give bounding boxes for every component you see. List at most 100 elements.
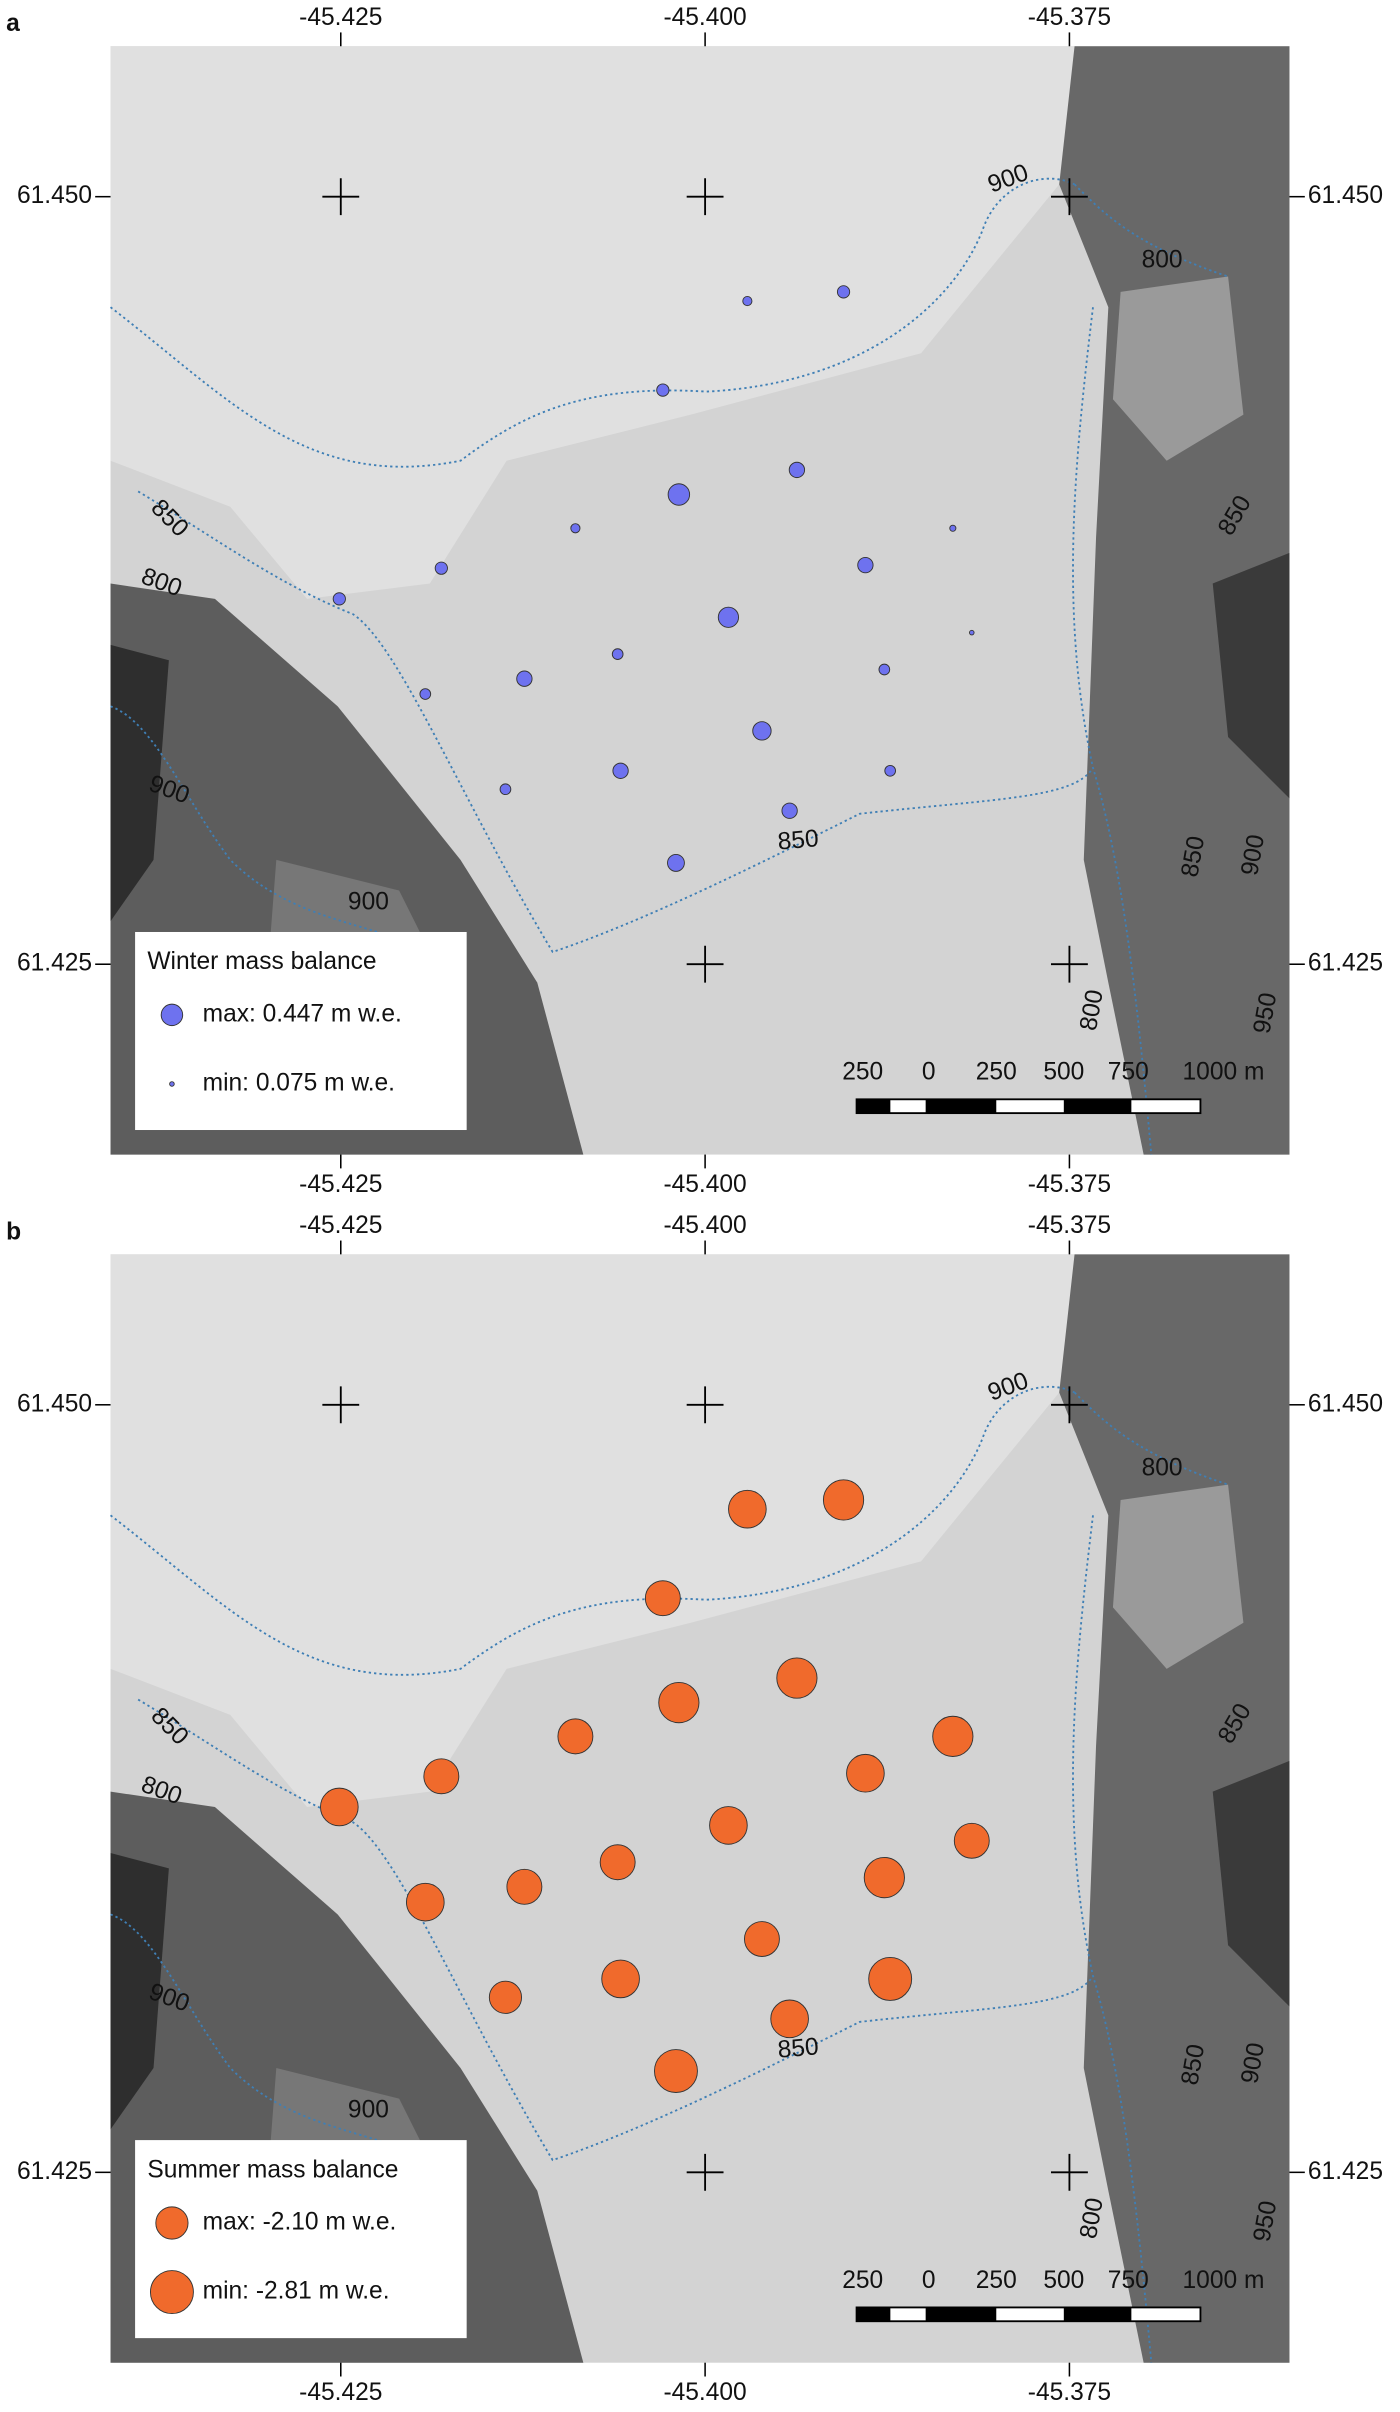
grid-cross bbox=[686, 1386, 724, 1424]
panel-label: a bbox=[6, 10, 20, 37]
y-tick-label: 61.425 bbox=[1308, 2158, 1383, 2185]
stake-point bbox=[846, 1753, 885, 1793]
x-tick-label: -45.425 bbox=[299, 4, 382, 31]
legend-title: Winter mass balance bbox=[147, 948, 376, 975]
x-tick-label: -45.375 bbox=[1028, 2379, 1111, 2406]
legend-symbol bbox=[169, 1081, 175, 1087]
scale-label: 750 bbox=[1108, 2267, 1149, 2294]
stake-point bbox=[770, 1999, 809, 2039]
scale-label: 250 bbox=[976, 2267, 1017, 2294]
stake-point bbox=[863, 1857, 905, 1899]
stake-point bbox=[570, 523, 581, 534]
x-tick-label: -45.375 bbox=[1028, 4, 1111, 31]
stake-point bbox=[667, 483, 691, 506]
legend-box bbox=[135, 931, 467, 1131]
scale-segment bbox=[856, 2307, 891, 2322]
stake-point bbox=[658, 1682, 700, 1724]
scale-bar bbox=[855, 2306, 1202, 2323]
stake-point bbox=[728, 1489, 767, 1529]
legend-symbol bbox=[149, 2270, 194, 2315]
scale-label: 500 bbox=[1043, 2267, 1084, 2294]
scale-label: 0 bbox=[922, 2267, 936, 2294]
legend-symbol bbox=[155, 2206, 189, 2240]
stake-point bbox=[781, 802, 798, 819]
grid-cross bbox=[686, 178, 724, 216]
panel-label: b bbox=[6, 1218, 21, 1245]
legend-label: max: 0.447 m w.e. bbox=[203, 1000, 402, 1027]
scale-label: 250 bbox=[842, 1059, 883, 1086]
grid-cross bbox=[1051, 2153, 1088, 2191]
x-tick-label: -45.375 bbox=[1028, 1212, 1111, 1239]
stake-point bbox=[612, 762, 629, 779]
scale-segment bbox=[1063, 1099, 1132, 1114]
stake-point bbox=[654, 2049, 698, 2093]
legend-label: min: -2.81 m w.e. bbox=[203, 2278, 390, 2305]
x-tick-label: -45.425 bbox=[299, 1212, 382, 1239]
grid-cross bbox=[1051, 178, 1088, 216]
stake-point bbox=[788, 461, 806, 479]
stake-point bbox=[434, 561, 448, 575]
stake-point bbox=[717, 606, 740, 628]
stake-point bbox=[599, 1844, 636, 1881]
stake-point bbox=[405, 1882, 445, 1922]
stake-point bbox=[332, 592, 346, 606]
x-tick-label: -45.375 bbox=[1028, 1171, 1111, 1198]
scale-label: 500 bbox=[1043, 1059, 1084, 1086]
stake-point bbox=[419, 688, 432, 700]
scale-label: 0 bbox=[922, 1059, 936, 1086]
contour-label: 800 bbox=[1142, 247, 1183, 274]
stake-point bbox=[499, 783, 512, 796]
grid-cross bbox=[686, 2153, 724, 2191]
y-tick-label: 61.425 bbox=[1308, 950, 1383, 977]
stake-point bbox=[611, 648, 624, 660]
stake-point bbox=[884, 764, 897, 777]
stake-point bbox=[752, 721, 772, 741]
scale-segment bbox=[925, 2307, 997, 2322]
stake-point bbox=[656, 383, 670, 397]
stake-point bbox=[953, 1822, 990, 1859]
stake-point bbox=[776, 1657, 818, 1699]
stake-point bbox=[743, 1921, 780, 1957]
stake-point bbox=[822, 1479, 865, 1521]
stake-point bbox=[836, 285, 851, 299]
stake-point bbox=[423, 1758, 460, 1795]
legend-label: max: -2.10 m w.e. bbox=[203, 2208, 397, 2235]
grid-cross bbox=[322, 1386, 360, 1424]
y-tick-label: 61.425 bbox=[17, 950, 92, 977]
y-tick-label: 61.425 bbox=[17, 2158, 92, 2185]
stake-point bbox=[709, 1806, 748, 1845]
scale-label: 250 bbox=[842, 2267, 883, 2294]
scale-label: 750 bbox=[1108, 1059, 1149, 1086]
stake-point bbox=[949, 524, 957, 532]
contour-label: 800 bbox=[1142, 1455, 1183, 1482]
stake-point bbox=[868, 1956, 913, 2001]
stake-point bbox=[742, 296, 753, 307]
scale-segment bbox=[1063, 2307, 1132, 2322]
grid-cross bbox=[322, 178, 360, 216]
scale-label: 1000 m bbox=[1183, 1059, 1265, 1086]
y-tick-label: 61.450 bbox=[17, 182, 92, 209]
grid-cross bbox=[686, 945, 724, 983]
stake-point bbox=[932, 1715, 974, 1757]
stake-point bbox=[969, 629, 975, 636]
grid-cross bbox=[1051, 945, 1088, 983]
scale-label: 1000 m bbox=[1183, 2267, 1265, 2294]
legend-box bbox=[135, 2140, 467, 2339]
stake-point bbox=[601, 1959, 640, 1999]
scale-label: 250 bbox=[976, 1059, 1017, 1086]
x-tick-label: -45.400 bbox=[663, 1212, 746, 1239]
stake-point bbox=[557, 1718, 594, 1755]
stake-point bbox=[320, 1787, 359, 1827]
scale-segment bbox=[856, 1099, 891, 1114]
legend-label: min: 0.075 m w.e. bbox=[203, 1069, 395, 1096]
legend-symbol bbox=[160, 1003, 184, 1027]
stake-point bbox=[516, 670, 533, 687]
x-tick-label: -45.400 bbox=[663, 2379, 746, 2406]
scale-segment bbox=[925, 1099, 997, 1114]
x-tick-label: -45.425 bbox=[299, 1171, 382, 1198]
contour-label: 900 bbox=[348, 888, 389, 915]
stake-point bbox=[506, 1868, 543, 1905]
